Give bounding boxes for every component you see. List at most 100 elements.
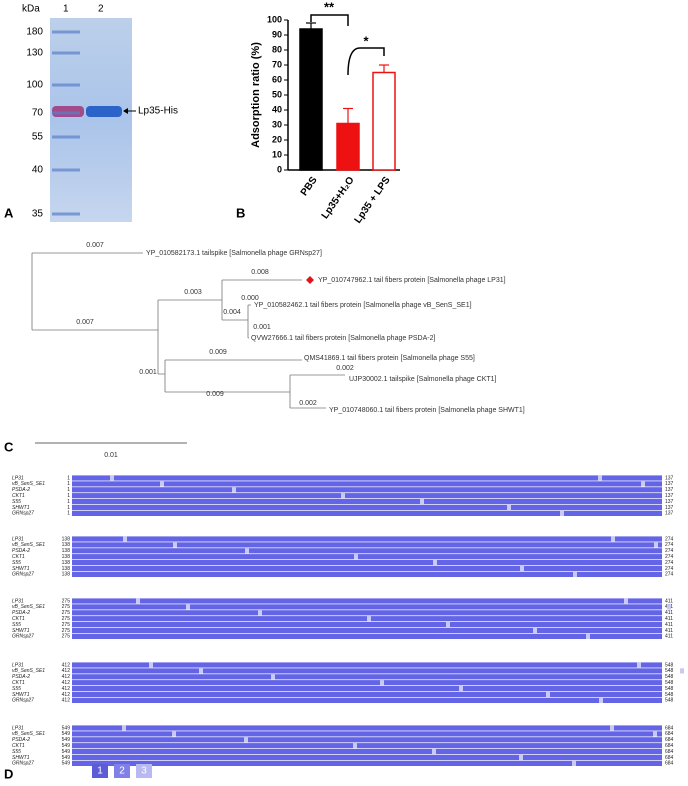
variant-column <box>186 604 190 610</box>
sequence-row <box>72 481 662 487</box>
branch-length: 0.002 <box>336 365 354 372</box>
sequence-row <box>72 697 662 703</box>
end-number: 411 <box>665 616 673 622</box>
variant-column <box>667 604 671 610</box>
variant-column <box>560 510 564 516</box>
start-number: 549 <box>62 725 71 731</box>
end-number: 684 <box>665 731 674 737</box>
variant-column <box>653 731 657 737</box>
leaf-label: YP_010748060.1 tail fibers protein [Salm… <box>329 407 525 414</box>
panel-label: A <box>4 205 14 220</box>
variant-column <box>586 633 590 639</box>
sequence-row <box>72 560 662 566</box>
start-number: 1 <box>67 499 70 505</box>
end-number: 137 <box>665 475 674 481</box>
sequence-row <box>72 680 662 686</box>
ladder-band <box>52 30 80 34</box>
variant-column <box>654 542 658 548</box>
sequence-row <box>72 610 662 616</box>
start-number: 1 <box>67 493 70 499</box>
sequence-row <box>72 622 662 628</box>
variant-column <box>433 560 437 566</box>
ladder-band <box>52 83 80 87</box>
leaf-label: YP_010747962.1 tail fibers protein [Salm… <box>318 277 506 284</box>
sequence-name: PSDA-2 <box>12 548 30 554</box>
x-tick-label: Lp35+H₂O <box>320 175 357 221</box>
variant-column <box>598 475 602 481</box>
leaf-label: YP_010582462.1 tail fibers protein [Salm… <box>254 302 472 309</box>
sequence-row <box>72 548 662 554</box>
end-number: 274 <box>665 566 674 572</box>
variant-column <box>519 754 523 761</box>
sequence-row <box>72 499 662 505</box>
end-number: 684 <box>665 737 674 743</box>
variant-column <box>573 571 577 577</box>
start-number: 412 <box>62 674 71 680</box>
gel <box>50 18 132 222</box>
panel-label: D <box>4 766 13 781</box>
start-number: 138 <box>62 566 71 572</box>
sequence-row <box>72 554 662 560</box>
ladder-band <box>52 168 80 172</box>
significance-bracket <box>310 14 349 26</box>
variant-column <box>199 668 203 674</box>
start-number: 1 <box>67 511 70 517</box>
ladder-band <box>52 212 80 216</box>
start-number: 275 <box>62 604 71 610</box>
start-number: 1 <box>67 475 70 481</box>
variant-column <box>173 542 177 548</box>
branch-length: 0.002 <box>299 400 317 407</box>
variant-column <box>420 499 424 505</box>
lane: 2 <box>98 4 104 15</box>
sequence-name: GRNsp27 <box>12 634 34 640</box>
variant-column <box>353 743 357 749</box>
sequence-row <box>72 542 662 548</box>
bar <box>299 28 323 171</box>
variant-column <box>244 737 248 743</box>
start-number: 412 <box>62 686 71 692</box>
marker-label: 40 <box>32 165 44 176</box>
marker-label: 35 <box>32 209 44 220</box>
start-number: 412 <box>62 662 71 668</box>
significance-bracket <box>347 47 385 76</box>
start-number: 275 <box>62 610 71 616</box>
start-number: 275 <box>62 634 71 640</box>
sequence-row <box>72 686 662 692</box>
start-number: 1 <box>67 481 70 487</box>
variant-column <box>546 691 550 698</box>
sequence-row <box>72 743 662 749</box>
end-number: 684 <box>665 749 674 755</box>
legend-swatch <box>114 764 130 778</box>
sequence-name: LP31 <box>12 725 24 731</box>
end-number: 684 <box>665 755 674 761</box>
sequence-row <box>72 627 662 634</box>
end-number: 548 <box>665 698 674 704</box>
variant-column <box>271 674 275 680</box>
leaf-label: YP_010582173.1 tailspike [Salmonella pha… <box>146 250 322 257</box>
sequence-name: vB_SenS_SE1 <box>12 481 45 487</box>
y-tick-label: 10 <box>272 149 282 159</box>
sequence-name: vB_SenS_SE1 <box>12 731 45 737</box>
sequence-row <box>72 565 662 572</box>
variant-column <box>624 598 628 604</box>
y-tick-label: 40 <box>272 104 282 114</box>
start-number: 138 <box>62 560 71 566</box>
start-number: 138 <box>62 536 71 542</box>
branch-length: 0.001 <box>139 369 157 376</box>
sequence-row <box>72 662 662 668</box>
sequence-name: S55 <box>12 560 21 566</box>
variant-column <box>136 598 140 604</box>
sequence-row <box>72 510 662 516</box>
sequence-name: GRNsp27 <box>12 511 34 517</box>
variant-column <box>354 554 358 560</box>
variant-column <box>367 616 371 622</box>
variant-column <box>533 627 537 634</box>
variant-column <box>637 662 641 668</box>
sequence-name: LP31 <box>12 598 24 604</box>
sequence-name: PSDA-2 <box>12 610 30 616</box>
sequence-name: SHWT1 <box>12 505 30 511</box>
legend-swatch <box>92 764 108 778</box>
start-number: 138 <box>62 542 71 548</box>
end-number: 548 <box>665 686 674 692</box>
